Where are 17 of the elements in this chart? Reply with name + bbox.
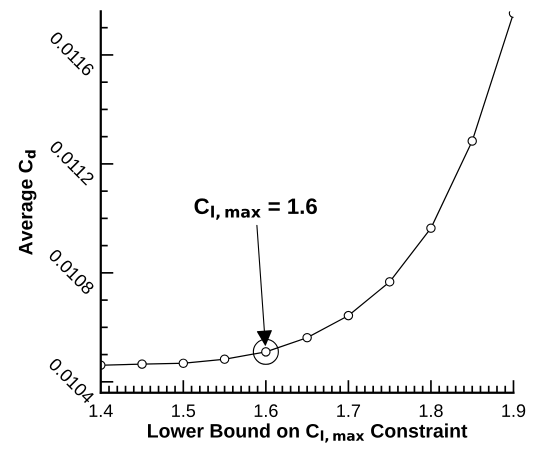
point: [137, 359, 147, 369]
point: [220, 354, 230, 364]
x-axis-title: Lower Bound on C$_{l,max}$ Constraint: [148, 423, 468, 443]
point: [344, 310, 354, 320]
x-tick-label: 1.4: [90, 404, 113, 417]
y-axis-title: Average C$_{d}$: [18, 150, 36, 255]
x-tick-label: 1.6: [254, 404, 278, 418]
annotation: C$_{l,max}$ = 1.6: [194, 198, 317, 220]
x-tick-label: 1.7: [337, 404, 360, 417]
x-tick-label: 1.9: [502, 404, 526, 418]
point: [178, 358, 188, 368]
point: [467, 136, 477, 146]
point: [384, 277, 394, 287]
point: [302, 332, 312, 342]
x-tick-label: 1.8: [420, 404, 443, 418]
x-tick-label: 1.5: [172, 404, 196, 418]
point: [426, 223, 436, 233]
